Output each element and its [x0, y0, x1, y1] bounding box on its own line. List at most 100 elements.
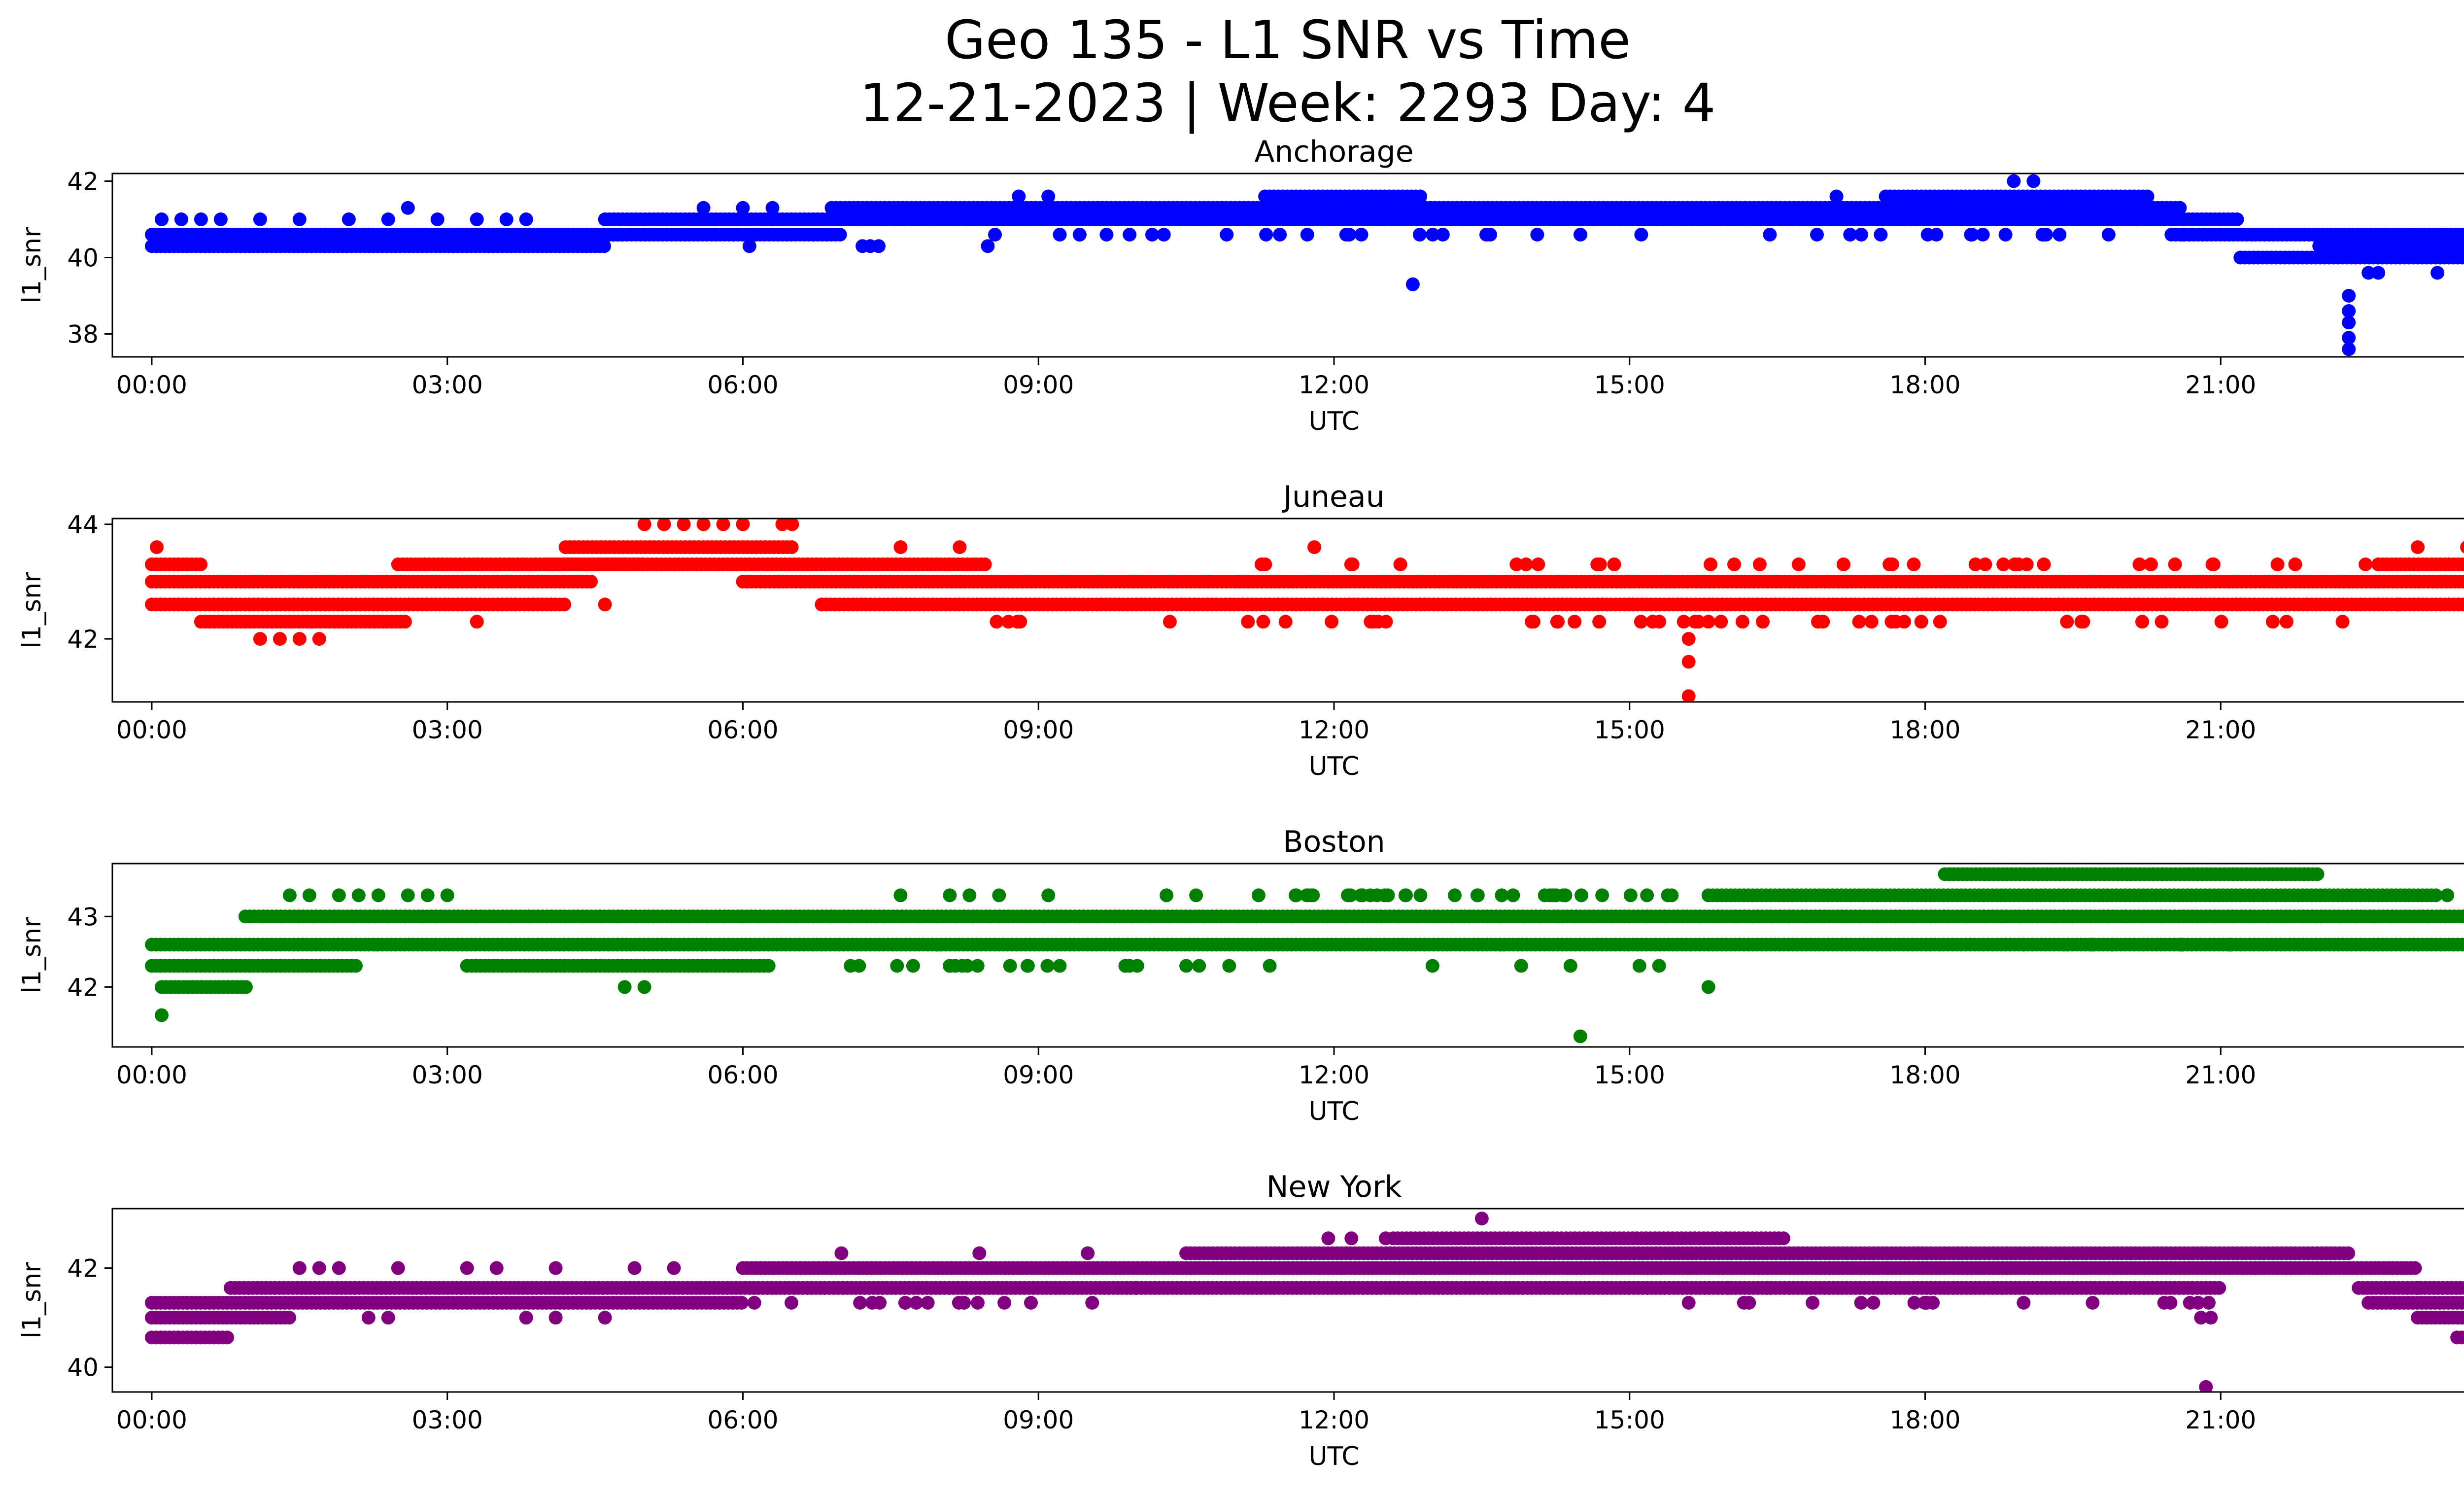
data-point: [735, 1296, 749, 1310]
data-point: [398, 615, 412, 629]
data-point: [1791, 557, 1806, 571]
data-point: [943, 959, 957, 973]
data-point: [1854, 228, 1868, 242]
data-point: [696, 519, 711, 531]
y-axis-label: l1_snr: [17, 917, 47, 994]
data-point: [1399, 888, 1413, 903]
data-point: [1538, 888, 1552, 903]
data-point: [557, 597, 571, 612]
data-point: [637, 519, 651, 531]
data-point: [371, 888, 385, 903]
scatter-series: [145, 1212, 2464, 1392]
data-point: [1595, 888, 1609, 903]
data-point: [282, 1311, 296, 1325]
data-point: [1914, 615, 1928, 629]
y-tick-label: 38: [67, 320, 99, 349]
data-point: [220, 1330, 234, 1345]
data-point: [1874, 228, 1888, 242]
data-point: [1448, 888, 1462, 903]
x-tick-label: 00:00: [116, 716, 187, 744]
data-point: [2140, 189, 2155, 204]
data-point: [1307, 540, 1321, 555]
data-point: [716, 519, 730, 531]
data-point: [1506, 888, 1520, 903]
data-point: [1810, 228, 1824, 242]
data-point: [2086, 938, 2100, 952]
y-tick-label: 42: [67, 625, 99, 654]
data-point: [1130, 959, 1144, 973]
data-point: [194, 557, 207, 571]
data-point: [349, 959, 363, 973]
x-tick-label: 21:00: [2185, 716, 2256, 744]
x-tick-label: 03:00: [412, 1061, 483, 1089]
data-point: [1661, 888, 1675, 903]
data-point: [2132, 557, 2147, 571]
x-tick-label: 03:00: [412, 371, 483, 399]
data-point: [1752, 557, 1767, 571]
data-point: [2017, 938, 2031, 952]
data-point: [519, 212, 533, 226]
x-tick-label: 09:00: [1003, 1061, 1074, 1089]
x-tick-label: 15:00: [1594, 371, 1665, 399]
data-point: [1405, 277, 1420, 291]
data-point: [2359, 557, 2373, 571]
data-point: [2008, 557, 2022, 571]
data-point: [1907, 557, 1921, 571]
data-point: [1681, 632, 1696, 646]
data-point: [381, 212, 395, 226]
data-point: [1574, 228, 1587, 242]
data-point: [450, 228, 464, 242]
data-point: [253, 632, 267, 646]
data-point: [2342, 315, 2356, 330]
data-point: [470, 212, 484, 226]
data-point: [736, 201, 750, 215]
data-point: [785, 519, 799, 531]
data-point: [1592, 615, 1607, 629]
data-point: [872, 239, 886, 253]
data-point: [213, 212, 228, 226]
data-point: [906, 959, 920, 973]
data-point: [1882, 557, 1897, 571]
data-point: [401, 888, 415, 903]
data-point: [2342, 289, 2356, 303]
data-point: [1852, 615, 1866, 629]
data-point: [1574, 888, 1588, 903]
data-point: [1343, 888, 1358, 903]
data-point: [302, 888, 316, 903]
data-point: [890, 959, 904, 973]
data-point: [1189, 888, 1203, 903]
data-point: [2371, 266, 2386, 280]
data-point: [292, 632, 307, 646]
y-tick-label: 40: [67, 244, 99, 273]
data-point: [2460, 938, 2464, 951]
data-point: [1563, 959, 1577, 973]
data-point: [2265, 615, 2280, 629]
data-point: [1163, 615, 1177, 629]
data-point: [499, 212, 513, 226]
data-point: [2230, 212, 2244, 226]
data-point: [1160, 888, 1174, 903]
data-point: [2460, 910, 2464, 923]
data-point: [1968, 557, 1983, 571]
data-point: [990, 615, 1004, 629]
data-point: [1192, 959, 1206, 973]
data-point: [1041, 888, 1056, 903]
data-point: [943, 888, 957, 903]
data-point: [1573, 1029, 1587, 1043]
data-point: [332, 888, 346, 903]
data-point: [1691, 615, 1706, 629]
data-point: [1072, 228, 1087, 242]
data-point: [342, 212, 356, 226]
data-point: [893, 540, 908, 555]
data-point: [1568, 615, 1582, 629]
data-point: [2168, 557, 2182, 571]
data-point: [1495, 888, 1509, 903]
data-point: [1041, 189, 1056, 204]
data-point: [1556, 888, 1571, 903]
data-point: [1640, 888, 1654, 903]
data-point: [1345, 557, 1360, 571]
data-point: [2342, 342, 2356, 356]
data-point: [1677, 615, 1691, 629]
data-point: [1412, 228, 1427, 242]
data-point: [174, 212, 188, 226]
